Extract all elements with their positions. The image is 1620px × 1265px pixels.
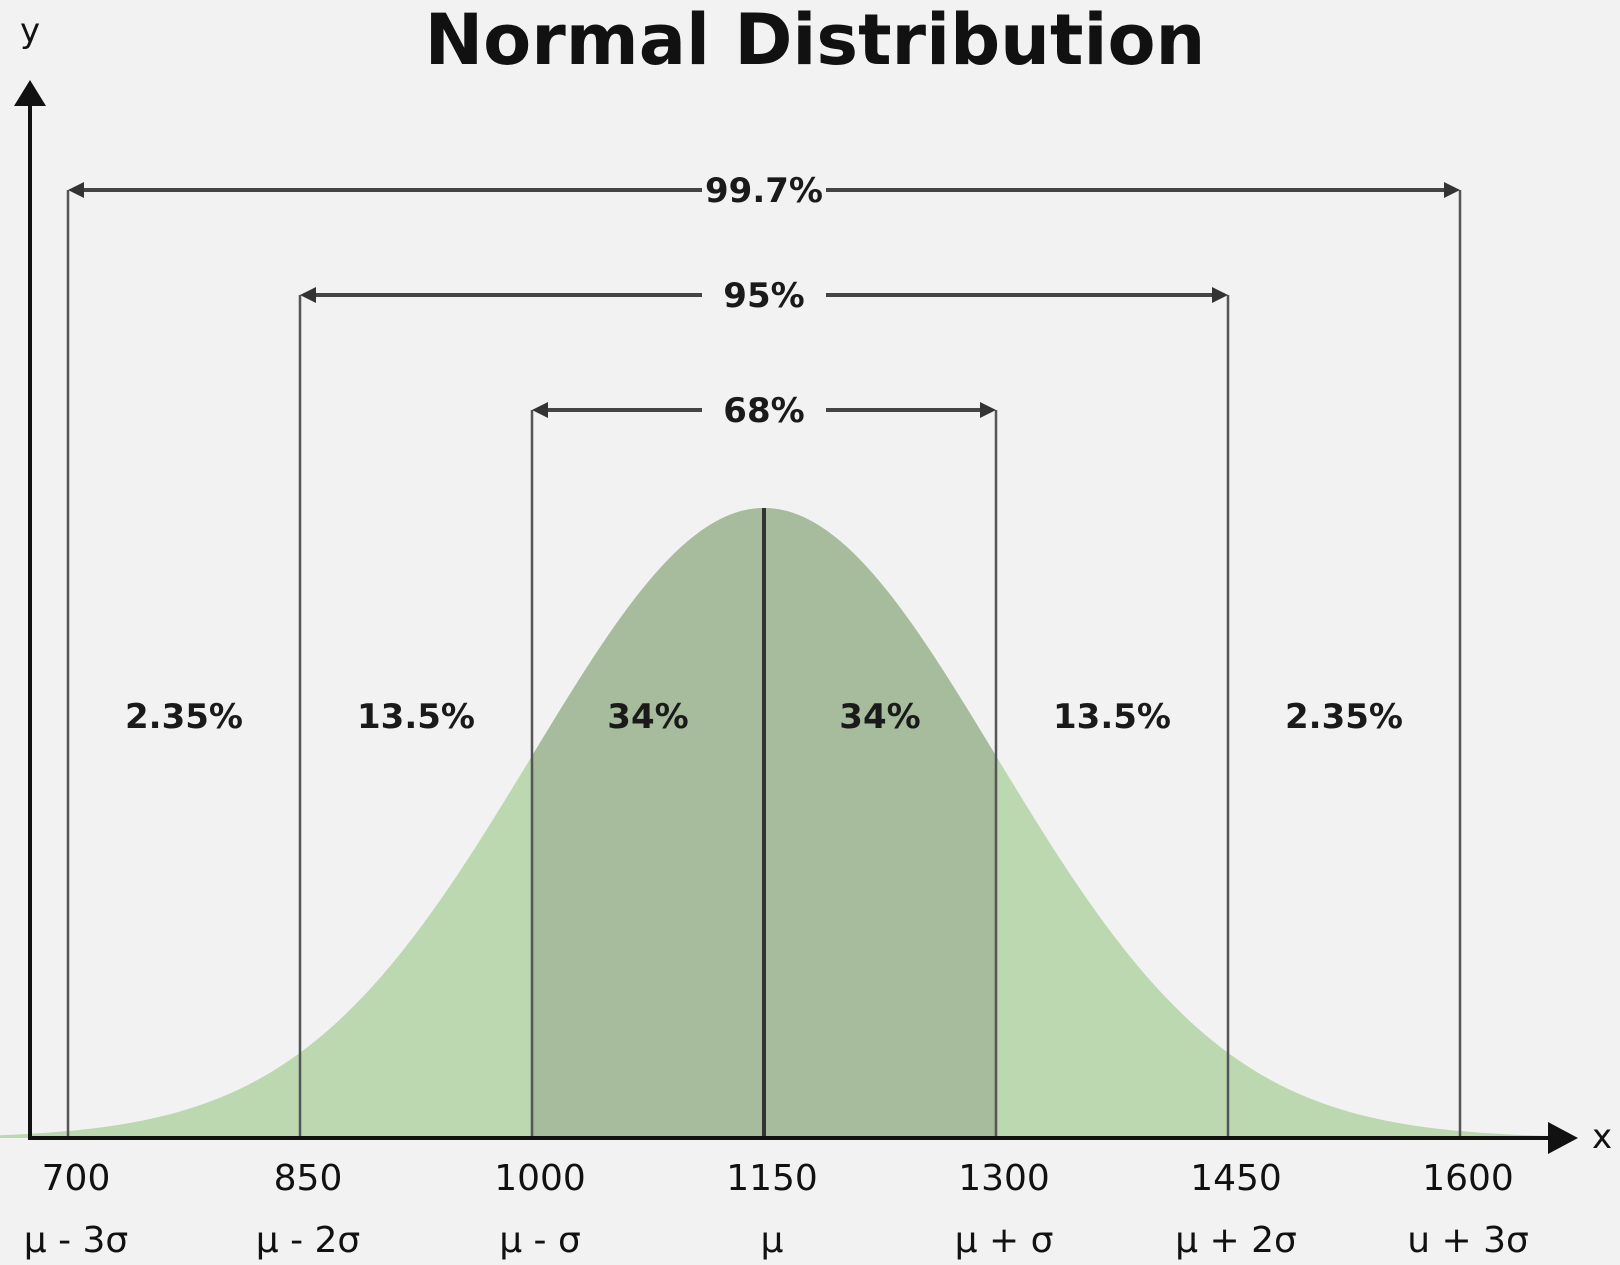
tick-label: 1150 [726, 1158, 818, 1199]
tick-label: 1300 [958, 1158, 1050, 1199]
x-axis-label: x [1592, 1117, 1612, 1157]
tick-label: 1600 [1422, 1158, 1514, 1199]
sigma-label: μ - 3σ [24, 1220, 129, 1261]
sigma-label: μ + 2σ [1175, 1220, 1297, 1261]
region-label: 13.5% [1053, 697, 1171, 737]
tick-label: 1450 [1190, 1158, 1282, 1199]
plot-area: 99.7% 95% 68% 2.35% 13.5% 34% 34% 13.5% 2.35% 700… [0, 80, 1578, 1261]
y-axis-label: y [20, 11, 40, 51]
sigma-label: u + 3σ [1407, 1220, 1529, 1261]
range-99.7%: 99.7% [68, 171, 1460, 211]
sigma-label: μ + σ [955, 1220, 1054, 1261]
region-label: 34% [839, 697, 920, 737]
region-label: 2.35% [125, 697, 243, 737]
sigma-label: μ - 2σ [256, 1220, 361, 1261]
range-arrow-left [532, 402, 548, 418]
region-label: 34% [607, 697, 688, 737]
sigma-label: μ - σ [499, 1220, 581, 1261]
range-label: 99.7% [705, 171, 823, 211]
y-axis-arrow [14, 80, 46, 106]
range-label: 95% [723, 276, 804, 316]
range-68%: 68% [532, 391, 996, 431]
range-95%: 95% [300, 276, 1228, 316]
x-axis-arrow [1548, 1122, 1578, 1154]
tick-label: 850 [274, 1158, 343, 1199]
range-arrow-left [300, 287, 316, 303]
tick-label: 700 [42, 1158, 111, 1199]
region-label: 13.5% [357, 697, 475, 737]
region-label: 2.35% [1285, 697, 1403, 737]
range-arrow-right [1212, 287, 1228, 303]
range-arrow-right [1444, 182, 1460, 198]
range-arrow-right [980, 402, 996, 418]
sigma-label: μ [761, 1220, 784, 1261]
range-arrow-left [68, 182, 84, 198]
tick-label: 1000 [494, 1158, 586, 1199]
chart-title: Normal Distribution [425, 0, 1206, 81]
range-label: 68% [723, 391, 804, 431]
